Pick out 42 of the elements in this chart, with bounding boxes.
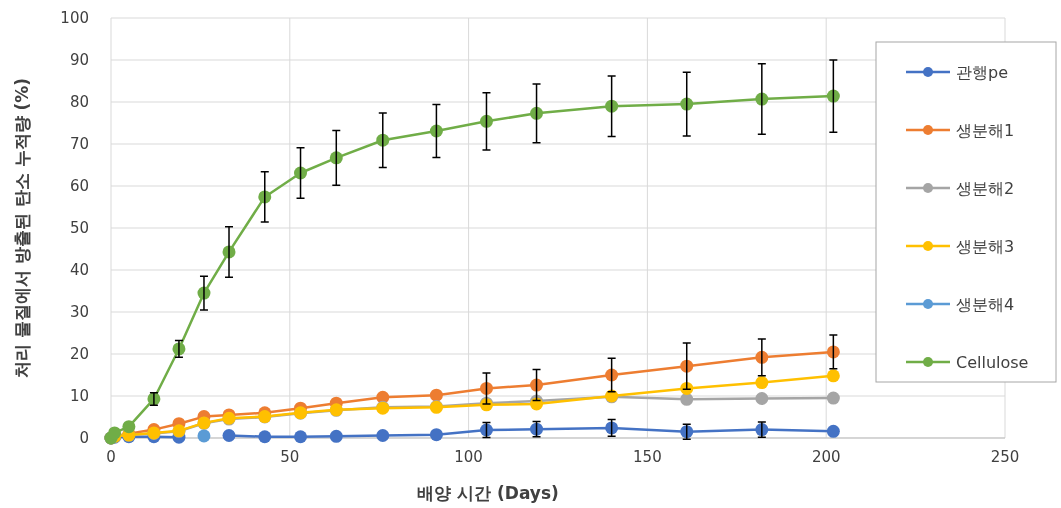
y-tick-label: 40 [69,261,89,279]
point [429,428,443,442]
y-tick-label: 90 [69,51,89,69]
point [755,376,769,390]
point [429,388,443,402]
x-tick-label: 200 [811,448,841,466]
legend-label: 관행pe [956,63,1008,82]
point [197,429,211,443]
y-tick-label: 10 [69,387,89,405]
x-axis-title: 배양 시간 (Days) [417,483,559,503]
point [258,430,272,444]
point [826,424,840,438]
y-tick-label: 30 [69,303,89,321]
y-tick-label: 70 [69,135,89,153]
point [680,392,694,406]
legend-label: 생분해2 [956,179,1015,198]
point [222,428,236,442]
y-tick-label: 100 [60,9,89,27]
x-tick-label: 50 [280,448,300,466]
point [755,392,769,406]
y-tick-label: 50 [69,219,89,237]
legend-label: Cellulose [956,353,1029,372]
point [122,420,136,434]
point [479,381,493,395]
y-tick-label: 80 [69,93,89,111]
y-tick-label: 0 [79,429,89,447]
point [826,369,840,383]
point [294,430,308,444]
point [826,391,840,405]
x-tick-label: 250 [990,448,1020,466]
legend-label: 생분해4 [956,295,1015,314]
legend-label: 생분해1 [956,121,1015,140]
x-tick-label: 100 [454,448,483,466]
y-axis-title: 처리 물질에서 방출된 탄소 누적량 (%) [12,77,32,379]
x-tick-label: 0 [106,448,116,466]
point [294,166,308,180]
point [329,429,343,443]
x-tick-label: 150 [633,448,662,466]
y-tick-label: 20 [69,345,89,363]
legend-label: 생분해3 [956,237,1015,256]
y-tick-label: 60 [69,177,89,195]
point [376,428,390,442]
